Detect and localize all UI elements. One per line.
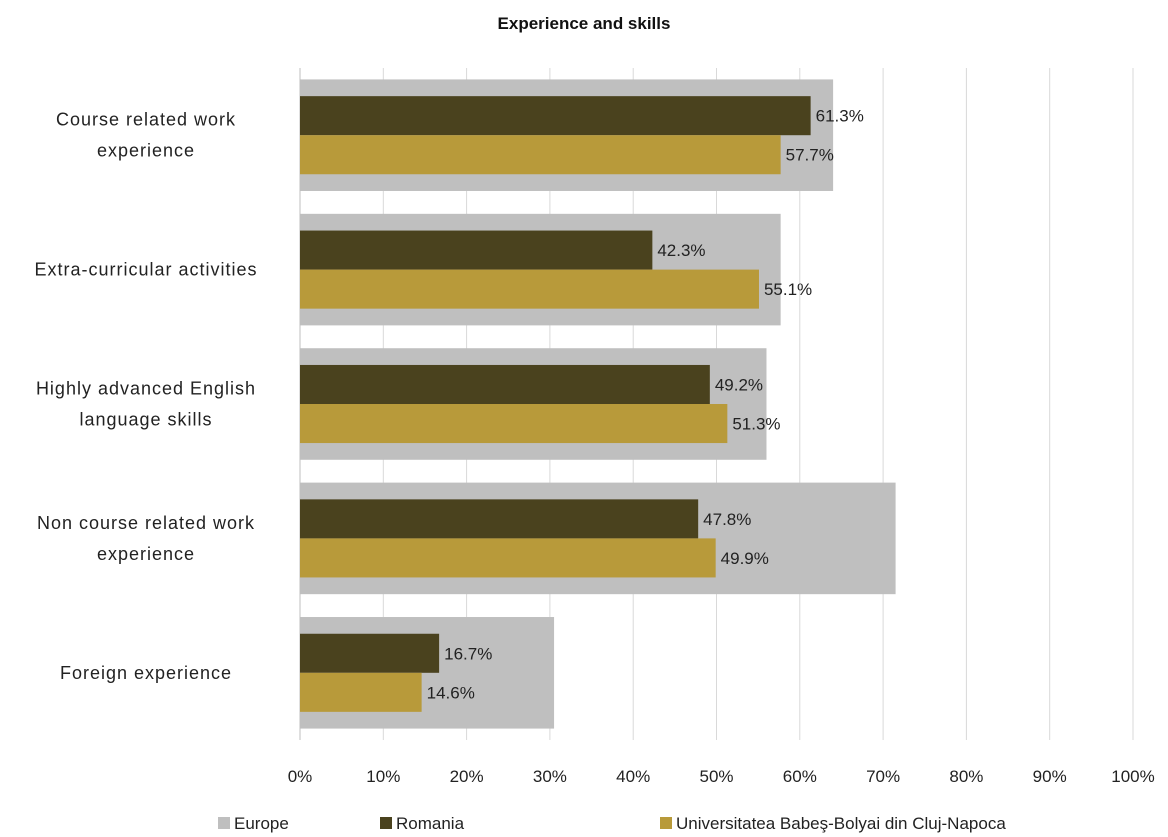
x-tick-label: 40%	[616, 767, 650, 786]
bar-ubb	[300, 269, 759, 309]
x-tick-label: 20%	[450, 767, 484, 786]
legend-label: Europe	[234, 814, 289, 833]
category-label: Extra-curricular activities	[34, 260, 257, 280]
data-label-romania: 42.3%	[657, 241, 705, 260]
bar-ubb	[300, 135, 781, 175]
category-label: Highly advanced English	[36, 379, 256, 399]
bar-romania	[300, 96, 811, 136]
data-label-ubb: 51.3%	[732, 415, 780, 434]
legend-swatch	[218, 817, 230, 829]
category-label: experience	[97, 544, 195, 564]
x-tick-label: 10%	[366, 767, 400, 786]
legend-label: Romania	[396, 814, 465, 833]
chart-title: Experience and skills	[497, 14, 671, 33]
bar-romania	[300, 633, 440, 673]
data-label-ubb: 55.1%	[764, 280, 812, 299]
category-label: experience	[97, 141, 195, 161]
category-label: Non course related work	[37, 513, 255, 533]
category-label: language skills	[79, 410, 212, 430]
bar-romania	[300, 364, 710, 404]
bar-ubb	[300, 404, 728, 444]
legend-label: Universitatea Babeş-Bolyai din Cluj-Napo…	[676, 814, 1006, 833]
bar-romania	[300, 499, 699, 539]
x-tick-label: 80%	[949, 767, 983, 786]
data-label-ubb: 49.9%	[721, 549, 769, 568]
data-label-ubb: 57.7%	[786, 146, 834, 165]
x-tick-label: 90%	[1033, 767, 1067, 786]
legend-swatch	[380, 817, 392, 829]
x-tick-label: 50%	[699, 767, 733, 786]
x-tick-label: 0%	[288, 767, 313, 786]
data-label-romania: 16.7%	[444, 644, 492, 663]
bar-romania	[300, 230, 653, 270]
x-tick-label: 30%	[533, 767, 567, 786]
legend-swatch	[660, 817, 672, 829]
x-tick-label: 60%	[783, 767, 817, 786]
data-label-romania: 47.8%	[703, 510, 751, 529]
x-tick-label: 100%	[1111, 767, 1154, 786]
bar-ubb	[300, 672, 422, 712]
data-label-ubb: 14.6%	[427, 683, 475, 702]
category-label: Foreign experience	[60, 663, 232, 683]
category-label: Course related work	[56, 110, 236, 130]
x-tick-label: 70%	[866, 767, 900, 786]
bar-ubb	[300, 538, 716, 578]
data-label-romania: 61.3%	[816, 107, 864, 126]
data-label-romania: 49.2%	[715, 375, 763, 394]
